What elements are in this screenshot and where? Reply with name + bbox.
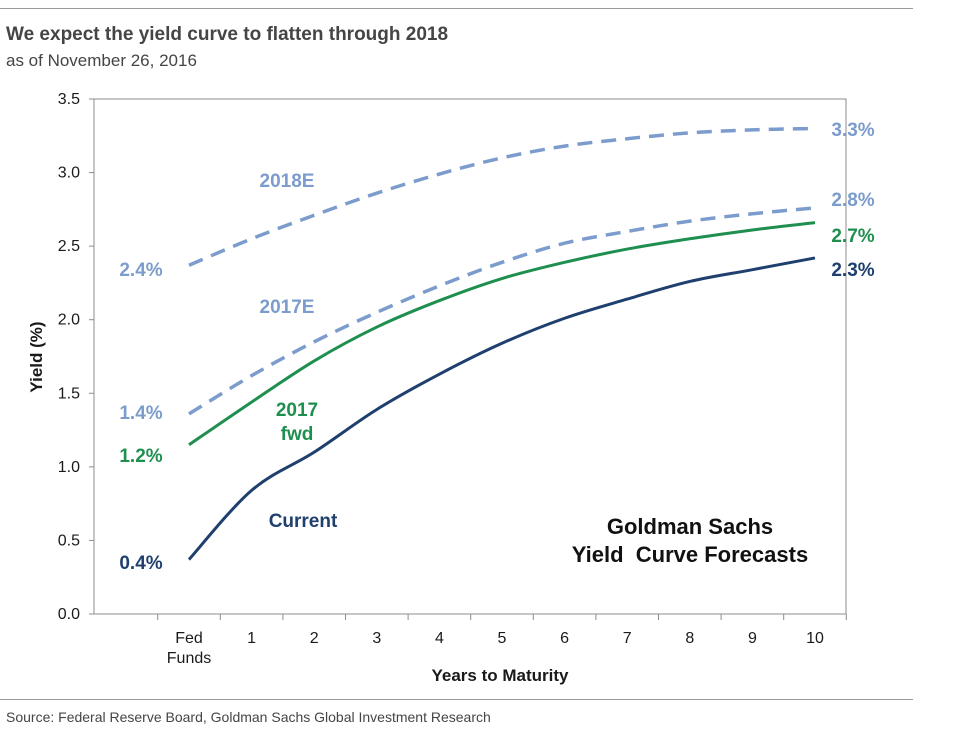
- y-tick-label: 1.0: [58, 459, 80, 476]
- series-line-current: [187, 256, 816, 561]
- x-tick-label: Fed Funds: [167, 630, 211, 667]
- series-lines: [187, 126, 816, 561]
- series-line-2017-fwd: [188, 221, 816, 447]
- x-axis-title: Years to Maturity: [432, 666, 570, 685]
- x-tick-label: 4: [435, 630, 444, 647]
- x-tick-label: 3: [372, 630, 381, 647]
- end-value-label-current: 2.3%: [831, 260, 874, 281]
- start-value-label-current: 0.4%: [119, 553, 162, 574]
- x-tick-label: 7: [623, 630, 632, 647]
- y-tick-label: 0.5: [58, 532, 80, 549]
- y-tick-label: 3.5: [58, 91, 80, 108]
- chart-subtitle: as of November 26, 2016: [6, 51, 197, 70]
- bottom-rule: [0, 699, 913, 700]
- series-name-current: Current: [269, 511, 338, 532]
- series-labels: 2018E 2.4% 3.3% 2017E 1.4% 2.8% 2017 fwd 1.2% 2.7…: [119, 120, 874, 574]
- x-tick-label: 2: [310, 630, 319, 647]
- series-name-2018e: 2018E: [260, 171, 315, 192]
- plot-frame: [93, 98, 847, 615]
- x-tick-label: 5: [498, 630, 507, 647]
- start-value-label-2018e: 2.4%: [119, 260, 162, 281]
- chart-annotation-line-2: Yield Curve Forecasts: [572, 542, 808, 567]
- x-axis: Fed Funds 1 2 3 4 5 6 7 8 9 10: [157, 614, 847, 667]
- x-tick-label: 10: [806, 630, 824, 647]
- series-line-2017e: [188, 206, 816, 416]
- top-rule: [0, 8, 913, 9]
- end-value-label-2017e: 2.8%: [831, 190, 874, 211]
- end-value-label-2017-fwd: 2.7%: [831, 226, 874, 247]
- chart-title: We expect the yield curve to flatten thr…: [6, 24, 449, 45]
- x-tick-label: 8: [685, 630, 694, 647]
- chart-annotation-line-1: Goldman Sachs: [607, 514, 773, 539]
- series-line-2018e: [188, 126, 816, 267]
- y-tick-label: 0.0: [58, 606, 80, 623]
- start-value-label-2017e: 1.4%: [119, 403, 162, 424]
- x-tick-label: 6: [560, 630, 569, 647]
- yield-curve-chart: 0.0 0.5 1.0 1.5 2.0 2.5 3.0 3.5 Fed Funds 1 2 3 4 5 6 7…: [27, 91, 875, 685]
- x-tick-label: 1: [247, 630, 256, 647]
- series-name-2017-fwd: 2017 fwd: [276, 400, 318, 445]
- y-axis-title: Yield (%): [27, 321, 46, 392]
- y-tick-label: 3.0: [58, 165, 80, 182]
- y-tick-label: 1.5: [58, 385, 80, 402]
- y-tick-label: 2.0: [58, 312, 80, 329]
- end-value-label-2018e: 3.3%: [831, 120, 874, 141]
- start-value-label-2017-fwd: 1.2%: [119, 446, 162, 467]
- series-name-2017e: 2017E: [260, 297, 315, 318]
- y-axis: 0.0 0.5 1.0 1.5 2.0 2.5 3.0 3.5: [58, 91, 94, 623]
- y-tick-label: 2.5: [58, 238, 80, 255]
- x-tick-label: 9: [748, 630, 757, 647]
- source-note: Source: Federal Reserve Board, Goldman S…: [6, 709, 491, 725]
